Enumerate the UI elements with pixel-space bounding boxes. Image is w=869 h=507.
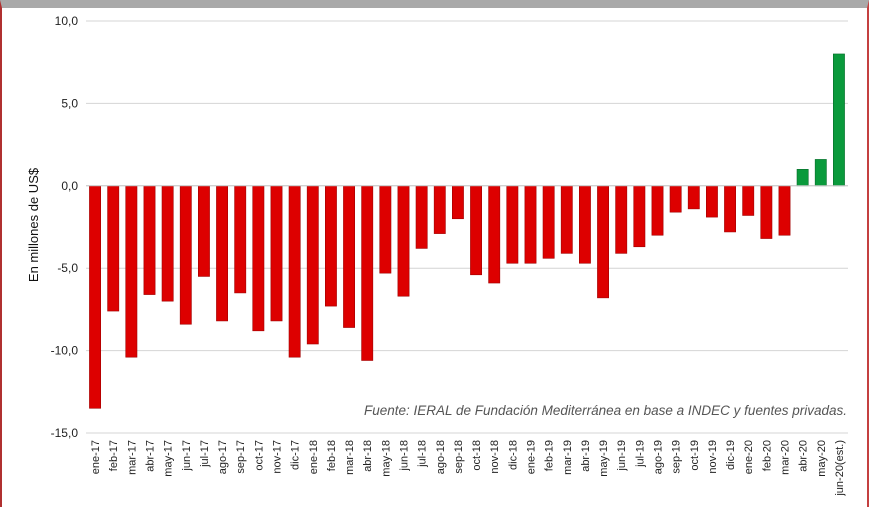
x-tick-label: nov-19 (707, 440, 719, 474)
bar (343, 185, 355, 328)
y-tick-label: -5,0 (57, 261, 78, 275)
x-tick-label: may-17 (163, 440, 175, 477)
x-tick-label: mar-19 (562, 440, 574, 475)
x-tick-label: ago-18 (435, 440, 447, 474)
bar (415, 185, 428, 249)
bar (288, 185, 301, 358)
bar (252, 185, 265, 332)
bar (306, 185, 319, 345)
bar (615, 185, 628, 254)
x-tick-label: mar-20 (780, 440, 792, 475)
bar (198, 185, 210, 277)
bar (778, 185, 791, 236)
bar (796, 169, 809, 187)
x-tick-label: sep-19 (671, 440, 683, 474)
x-tick-label: oct-18 (471, 440, 483, 471)
x-tick-label: jul-17 (199, 440, 211, 468)
bar (633, 185, 646, 248)
x-tick-label: feb-18 (326, 440, 338, 471)
x-axis-ticks: ene-17 feb-17 mar-17 abr-17 may-17 jun-17 jul-… (90, 440, 846, 497)
y-tick-label: -10,0 (51, 344, 79, 358)
bar (325, 185, 337, 307)
bar (524, 185, 537, 264)
x-tick-label: dic-19 (725, 440, 737, 470)
x-tick-label: jun-19 (616, 440, 628, 472)
bar (379, 185, 392, 274)
bar (687, 185, 700, 210)
bar (234, 185, 247, 294)
bar (651, 185, 664, 236)
x-tick-label: may-19 (598, 440, 610, 477)
y-tick-label: 0,0 (61, 179, 78, 193)
y-tick-label: -15,0 (51, 426, 79, 440)
bar (706, 185, 718, 218)
x-tick-label: mar-17 (126, 440, 138, 475)
bar (560, 185, 573, 254)
y-axis-ticks: 10,0 5,0 0,0 -5,0 -10,0 -15,0 (51, 14, 79, 440)
x-tick-label: may-18 (380, 440, 392, 477)
x-tick-label: abr-18 (362, 440, 374, 472)
x-tick-label: jul-18 (417, 440, 429, 468)
source-note: Fuente: IERAL de Fundación Mediterránea … (364, 403, 847, 418)
bar (433, 185, 446, 234)
bar (161, 185, 174, 302)
x-tick-label: dic-17 (290, 440, 302, 470)
bar (597, 185, 609, 299)
y-tick-label: 5,0 (61, 96, 78, 110)
x-tick-label: abr-20 (798, 440, 810, 472)
bar (107, 185, 120, 312)
x-tick-label: jul-19 (634, 440, 646, 468)
bar (669, 185, 682, 213)
x-tick-label: jun-20(est.) (834, 440, 846, 497)
bar (470, 185, 482, 276)
bar (89, 185, 101, 409)
bar (814, 159, 827, 187)
x-tick-label: may-20 (816, 440, 828, 477)
bar (452, 185, 464, 220)
bar (216, 185, 228, 322)
x-tick-label: nov-17 (272, 440, 284, 474)
x-tick-label: sep-17 (235, 440, 247, 474)
bars (89, 53, 845, 409)
bar (361, 185, 374, 361)
x-tick-label: ene-17 (90, 440, 102, 474)
x-tick-label: feb-17 (108, 440, 120, 471)
x-tick-label: sep-18 (453, 440, 465, 474)
x-tick-label: ago-19 (653, 440, 665, 474)
x-tick-label: ene-19 (526, 440, 538, 474)
x-tick-label: abr-17 (145, 440, 157, 472)
x-tick-label: ene-20 (743, 440, 755, 474)
x-tick-label: mar-18 (344, 440, 356, 475)
bar (488, 185, 501, 284)
x-tick-label: ago-17 (217, 440, 229, 474)
x-tick-label: oct-17 (253, 440, 265, 471)
x-tick-label: abr-19 (580, 440, 592, 472)
x-tick-label: feb-19 (544, 440, 556, 471)
bar (579, 185, 591, 264)
y-axis-label: En millones de US$ (26, 167, 41, 282)
bar (397, 185, 410, 297)
bar (125, 185, 138, 358)
x-tick-label: dic-18 (507, 440, 519, 470)
bar (506, 185, 519, 264)
bar (833, 53, 845, 187)
x-tick-label: ene-18 (308, 440, 320, 474)
x-tick-label: jun-18 (399, 440, 411, 472)
bar (270, 185, 283, 322)
x-tick-label: jun-17 (181, 440, 193, 472)
bar (143, 185, 156, 295)
x-tick-label: feb-20 (761, 440, 773, 471)
y-tick-label: 10,0 (55, 14, 79, 28)
bar (542, 185, 555, 259)
x-tick-label: nov-18 (489, 440, 501, 474)
bar (179, 185, 192, 325)
x-tick-label: oct-19 (689, 440, 701, 471)
bar (760, 185, 773, 239)
bar (742, 185, 755, 216)
bar (724, 185, 736, 233)
